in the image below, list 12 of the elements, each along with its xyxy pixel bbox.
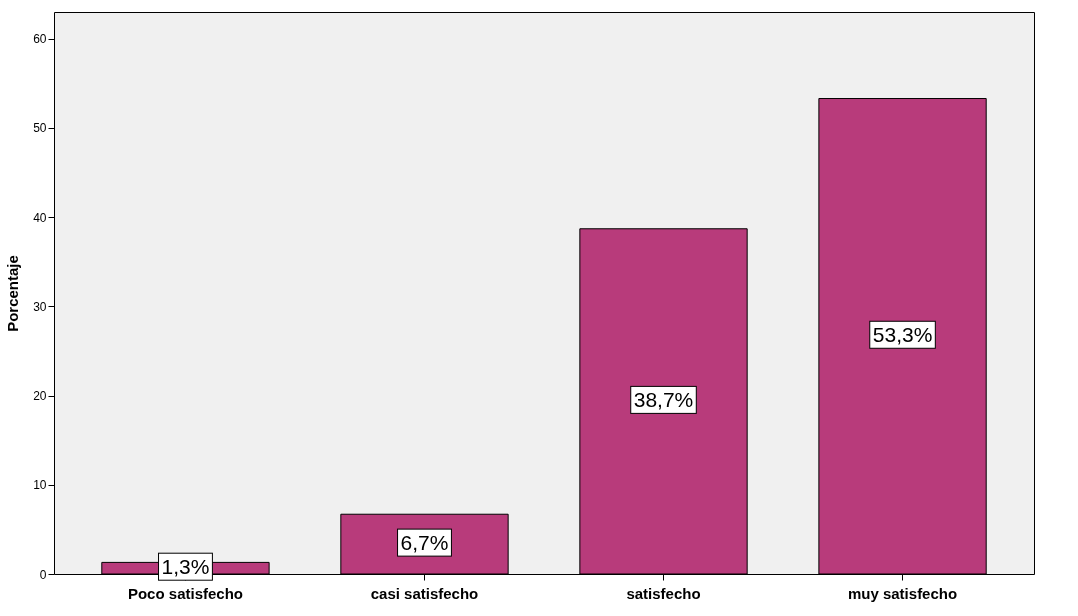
x-tick-label: satisfecho <box>626 584 701 602</box>
y-tick-label: 10 <box>33 478 47 493</box>
x-tick-label: casi satisfecho <box>370 584 479 602</box>
y-tick-label: 40 <box>33 210 47 225</box>
y-tick-label: 0 <box>39 567 47 582</box>
y-tick-label: 50 <box>33 121 47 136</box>
y-tick-label: 60 <box>33 32 47 47</box>
y-tick-label: 20 <box>33 389 47 404</box>
y-axis-title: Porcentaje <box>4 255 22 332</box>
x-tick-label: Poco satisfecho <box>127 584 243 602</box>
y-tick-label: 30 <box>33 299 47 314</box>
x-tick-label: muy satisfecho <box>847 584 958 602</box>
